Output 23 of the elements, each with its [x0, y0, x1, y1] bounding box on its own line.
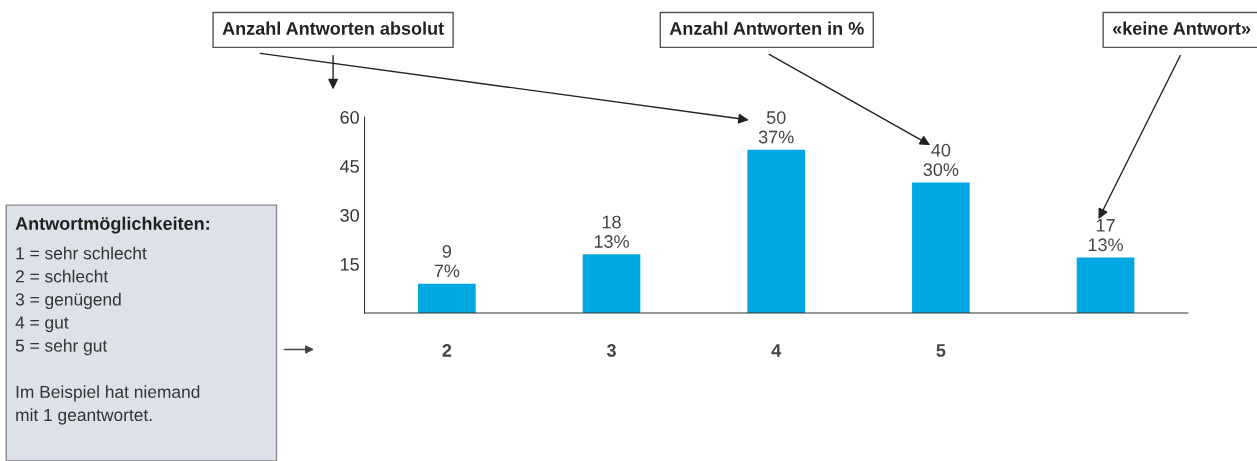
x-tick-label: 3	[606, 344, 616, 357]
x-tick-label: 4	[771, 344, 782, 357]
y-tick-label: 30	[340, 208, 359, 222]
data-label: 17 13%	[1088, 219, 1123, 252]
y-tick-label: 60	[340, 111, 359, 124]
text: Anzahl Antworten in %	[669, 21, 864, 35]
text: 1 = sehr schlecht 2 = schlecht 3 = genügend 4 = gut 5 = sehr gut Im Beispiel hat niemand mit 1 geantwortet.	[15, 246, 200, 425]
bar	[747, 149, 806, 314]
text: Antwortmöglichkeiten:	[15, 216, 209, 234]
data-label: 18 13%	[594, 215, 629, 248]
x-tick-label: 2	[442, 344, 452, 357]
bar	[912, 182, 970, 314]
data-label: 40 30%	[923, 143, 959, 177]
bar	[418, 283, 476, 314]
y-tick-label: 45	[340, 160, 359, 173]
text: «keine Antwort»	[1113, 21, 1251, 35]
x-tick-label: 5	[936, 344, 946, 357]
text: Anzahl Antworten absolut	[222, 21, 444, 35]
bar	[1076, 257, 1135, 314]
bar	[582, 254, 641, 314]
data-label: 50 37%	[758, 111, 794, 144]
data-label: 9 7%	[434, 245, 460, 278]
y-tick-label: 15	[340, 258, 359, 271]
